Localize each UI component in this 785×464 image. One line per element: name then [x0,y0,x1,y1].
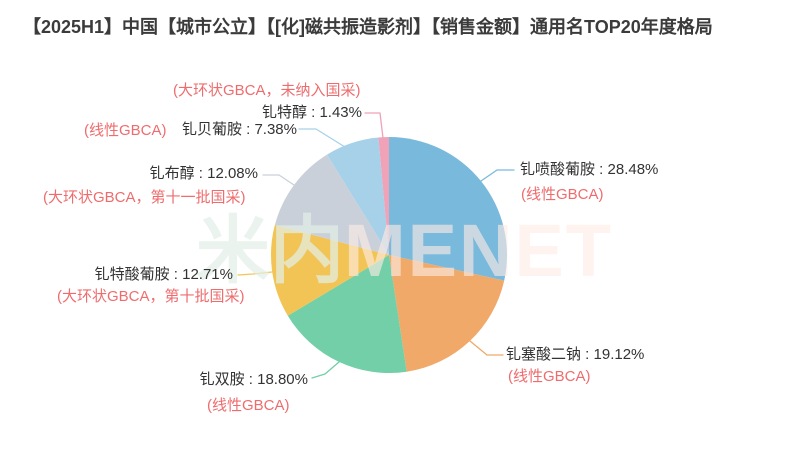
slice-label: 钆贝葡胺 : 7.38% [181,121,297,138]
pie-slice-钆贝葡胺[interactable] [327,137,389,256]
leader-line-lightblue [298,128,346,148]
chart-title: 【2025H1】中国【城市公立】【[化]磁共振造影剂】【销售金额】通用名TOP2… [23,17,713,37]
leader-line-orange [469,340,504,356]
slice-label: 钆喷酸葡胺 : 28.48% [520,161,659,178]
slice-annotation: (线性GBCA) [84,122,167,139]
pie-slice-钆双胺[interactable] [287,255,407,374]
pie-slice-钆特醇[interactable] [378,137,389,255]
slice-label: 钆特酸葡胺 : 12.71% [94,266,233,283]
pie-slice-钆喷酸葡胺[interactable] [389,136,508,281]
pie-slice-钆布醇[interactable] [274,154,389,255]
leader-line-blue [480,169,515,182]
pie-slice-钆塞酸二钠[interactable] [389,255,505,372]
slice-label: 钆双胺 : 18.80% [199,371,308,388]
pie-slices[interactable] [270,136,508,374]
slice-annotation: (线性GBCA) [207,397,290,414]
slice-annotation: (大环状GBCA，第十一批国采) [43,189,246,206]
slice-annotation: (大环状GBCA，未纳入国采) [173,82,361,99]
pie-slice-钆特酸葡胺[interactable] [270,224,389,316]
leader-line-green [311,361,340,379]
slice-annotation: (大环状GBCA，第十批国采) [57,288,245,305]
leader-lines [237,112,515,379]
slice-label: 钆塞酸二钠 : 19.12% [506,346,645,363]
slice-label: 钆特醇 : 1.43% [261,104,362,121]
slice-label: 钆布醇 : 12.08% [149,165,258,182]
leader-line-pink [364,112,384,139]
slice-annotation: (线性GBCA) [508,368,591,385]
leader-line-gold [237,271,273,276]
slice-annotation: (线性GBCA) [521,186,604,203]
leader-line-gray [262,174,295,186]
